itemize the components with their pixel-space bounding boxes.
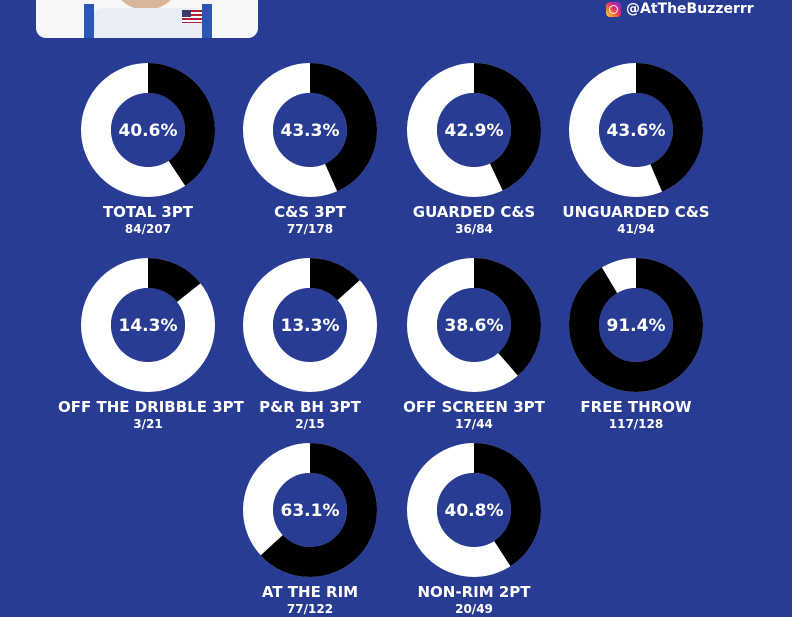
donut-made-segment (243, 443, 377, 577)
jersey-trim (202, 4, 212, 38)
player-face (110, 0, 182, 10)
donut-made-segment (81, 258, 215, 392)
donut-made-segment (407, 63, 541, 197)
donut-center (111, 93, 185, 167)
donut-made-segment (407, 443, 541, 577)
donut-made-segment (243, 258, 377, 392)
made-attempts: 117/128 (608, 417, 664, 431)
made-attempts: 2/15 (295, 417, 325, 431)
donut-chart: 40.6% (81, 63, 215, 197)
donut-chart: 14.3% (81, 258, 215, 392)
donut-made-segment (569, 63, 703, 197)
stat-label: GUARDED C&S (412, 203, 536, 221)
made-attempts: 36/84 (455, 222, 493, 236)
donut-center (111, 288, 185, 362)
instagram-icon (606, 1, 621, 17)
donut-chart: 91.4% (569, 258, 703, 392)
stat-label: FREE THROW (580, 398, 692, 416)
handle-text: @AtTheBuzzerrr (626, 1, 754, 17)
made-attempts: 41/94 (617, 222, 655, 236)
donut-center (273, 93, 347, 167)
percent-label: 13.3% (281, 316, 340, 336)
percent-label: 40.6% (119, 121, 178, 141)
stat-card: 43.3% C&S 3PT 77/178 (220, 62, 400, 237)
stat-card: 91.4% FREE THROW 117/128 (546, 257, 726, 432)
us-flag-icon (182, 10, 202, 23)
donut-center (437, 473, 511, 547)
percent-label: 40.8% (445, 501, 504, 521)
percent-label: 91.4% (607, 316, 666, 336)
donut-made-segment (81, 63, 215, 197)
made-attempts: 77/122 (286, 602, 334, 616)
donut-center (437, 288, 511, 362)
donut-center (273, 288, 347, 362)
stat-card: 40.8% NON-RIM 2PT 20/49 (384, 442, 564, 617)
stat-label: NON-RIM 2PT (417, 583, 531, 601)
stat-label: UNGUARDED C&S (562, 203, 710, 221)
donut-center (437, 93, 511, 167)
percent-label: 43.3% (281, 121, 340, 141)
donut-made-segment (407, 258, 541, 392)
donut-chart: 43.3% (243, 63, 377, 197)
player-photo (36, 0, 258, 38)
donut-center (599, 288, 673, 362)
made-attempts: 20/49 (455, 602, 493, 616)
donut-made-segment (243, 63, 377, 197)
percent-label: 63.1% (281, 501, 340, 521)
made-attempts: 3/21 (133, 417, 163, 431)
percent-label: 43.6% (607, 121, 666, 141)
donut-chart: 42.9% (407, 63, 541, 197)
made-attempts: 84/207 (124, 222, 172, 236)
stat-card: 38.6% OFF SCREEN 3PT 17/44 (384, 257, 564, 432)
stat-card: 13.3% P&R BH 3PT 2/15 (220, 257, 400, 432)
stat-label: AT THE RIM (261, 583, 359, 601)
donut-chart: 38.6% (407, 258, 541, 392)
donut-center (273, 473, 347, 547)
jersey-trim (84, 4, 94, 38)
stat-card: 40.6% TOTAL 3PT 84/207 (58, 62, 238, 237)
donut-chart: 63.1% (243, 443, 377, 577)
percent-label: 42.9% (445, 121, 504, 141)
stat-card: 43.6% UNGUARDED C&S 41/94 (546, 62, 726, 237)
stat-label: TOTAL 3PT (102, 203, 194, 221)
social-handle[interactable]: @AtTheBuzzerrr (606, 1, 754, 17)
donut-chart: 13.3% (243, 258, 377, 392)
stat-label: P&R BH 3PT (259, 398, 361, 416)
percent-label: 14.3% (119, 316, 178, 336)
donut-chart: 40.8% (407, 443, 541, 577)
made-attempts: 17/44 (455, 417, 493, 431)
stat-card: 42.9% GUARDED C&S 36/84 (384, 62, 564, 237)
stat-card: 63.1% AT THE RIM 77/122 (220, 442, 400, 617)
stat-card: 14.3% OFF THE DRIBBLE 3PT 3/21 (58, 257, 244, 432)
donut-center (599, 93, 673, 167)
stat-label: OFF THE DRIBBLE 3PT (58, 398, 244, 416)
donut-chart: 43.6% (569, 63, 703, 197)
made-attempts: 77/178 (286, 222, 334, 236)
percent-label: 38.6% (445, 316, 504, 336)
stat-label: C&S 3PT (274, 203, 346, 221)
donut-made-segment (569, 258, 703, 392)
stat-label: OFF SCREEN 3PT (403, 398, 545, 416)
